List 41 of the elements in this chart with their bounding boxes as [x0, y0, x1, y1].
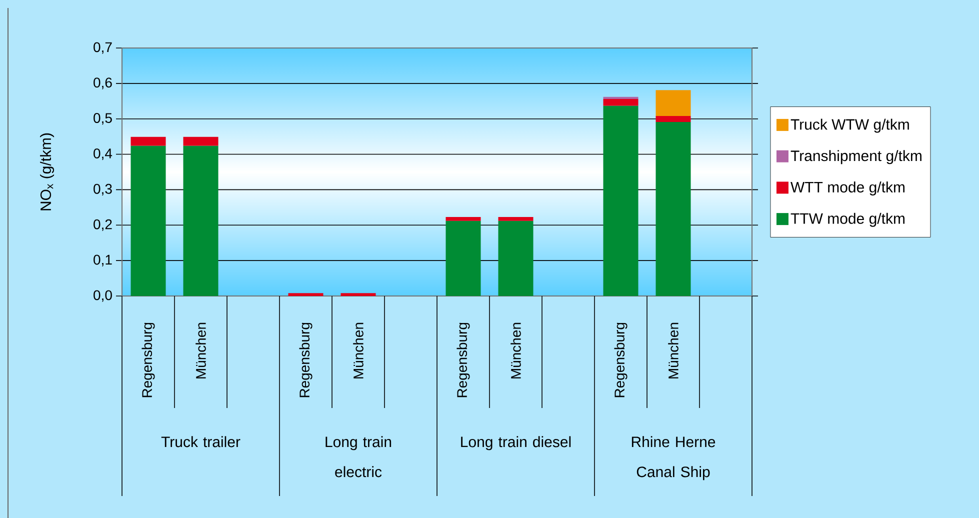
- legend-label: Truck WTW g/tkm: [790, 118, 909, 133]
- text: Long train diesel: [461, 436, 571, 450]
- x-tick-label: Regensburg: [614, 322, 628, 398]
- x-tick-label: München: [510, 322, 521, 378]
- y-tick-label: 0,1: [94, 254, 112, 266]
- legend-label: Transhipment g/tkm: [790, 150, 922, 164]
- x-tick-label: München: [668, 322, 678, 378]
- x-tick-label: Regensburg: [142, 322, 155, 398]
- bar: [603, 106, 638, 296]
- x-tick-label: Regensburg: [456, 322, 470, 398]
- bar: [656, 116, 691, 122]
- bar: [498, 216, 534, 221]
- legend-label: WTT mode g/tkm: [790, 181, 904, 196]
- text: Rhine Herne Canal Ship: [632, 436, 716, 480]
- bar: [603, 96, 638, 100]
- y-tick-label: 0,3: [94, 184, 112, 196]
- bar: [656, 90, 691, 116]
- bar: [183, 146, 218, 296]
- x-tick-label: München: [353, 322, 364, 378]
- bar: [498, 220, 534, 296]
- bar: [446, 220, 481, 296]
- legend-label: TTW mode g/tkm: [790, 212, 904, 227]
- bar: [656, 122, 691, 296]
- x-tick-label: Regensburg: [299, 322, 312, 398]
- y-tick-label: 0,7: [94, 42, 112, 54]
- y-axis-title: NO$_{x}$ (g/tkm): [40, 133, 54, 210]
- bar: [446, 216, 481, 221]
- y-tick-label: 0,4: [94, 148, 112, 160]
- y-tick-label: 0,5: [94, 113, 112, 125]
- text: Truck trailer: [161, 436, 240, 448]
- y-tick-label: 0,6: [94, 78, 112, 90]
- x-tick-label: München: [196, 322, 206, 378]
- y-tick-label: 0,2: [94, 219, 112, 231]
- bar: [288, 293, 324, 296]
- bar: [130, 146, 166, 296]
- bar: [130, 136, 166, 146]
- text: Long train electric: [326, 436, 392, 478]
- bar: [340, 293, 376, 296]
- bar: [183, 136, 218, 146]
- y-tick-label: 0,0: [94, 290, 112, 302]
- bar: [603, 99, 638, 106]
